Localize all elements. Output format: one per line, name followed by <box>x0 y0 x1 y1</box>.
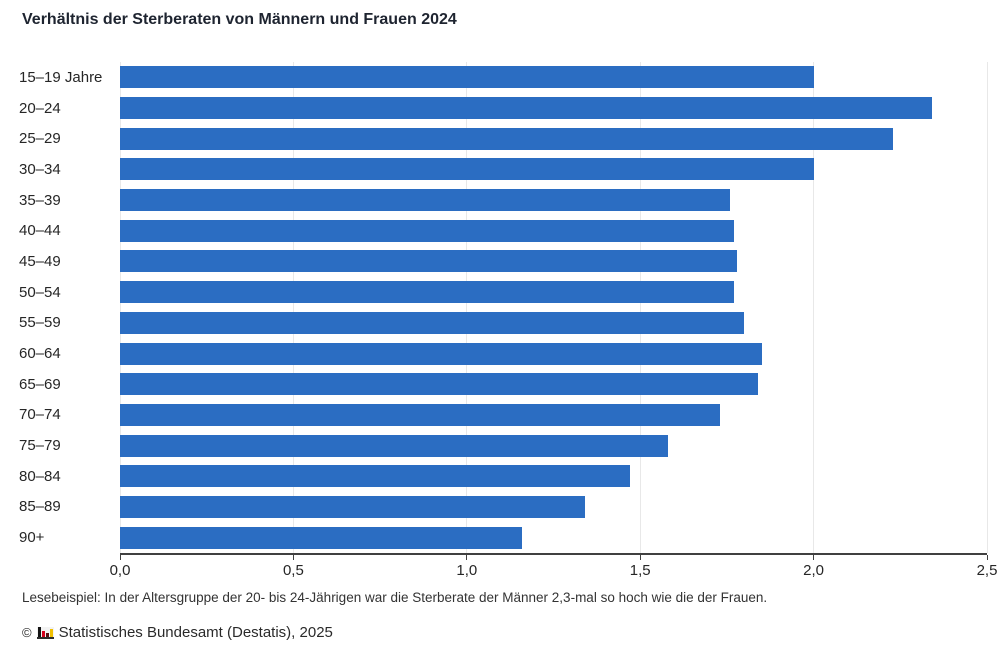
category-label: 20–24 <box>19 99 61 117</box>
gridline <box>119 62 121 553</box>
chart-row: 15–19 Jahre <box>0 62 987 93</box>
chart-row: 70–74 <box>0 400 987 431</box>
source-label: Statistisches Bundesamt (Destatis), 2025 <box>58 624 333 641</box>
chart-row: 75–79 <box>0 430 987 461</box>
category-label: 45–49 <box>19 252 61 270</box>
bar[interactable] <box>120 403 720 426</box>
x-axis-tick <box>986 555 988 560</box>
category-label: 55–59 <box>19 314 61 332</box>
bar-track <box>120 369 987 400</box>
x-axis-line <box>120 553 987 555</box>
bar[interactable] <box>120 250 738 273</box>
chart-row: 25–29 <box>0 123 987 154</box>
gridline <box>813 62 815 553</box>
bar-track <box>120 338 987 369</box>
x-axis-ticks: 0,0 0,5 1,0 1,5 2,0 2,5 <box>110 62 997 579</box>
category-label: 80–84 <box>19 467 61 485</box>
gridline-layer <box>119 62 988 553</box>
bar-track <box>120 430 987 461</box>
category-label: 30–34 <box>19 160 61 178</box>
bar[interactable] <box>120 465 630 488</box>
chart-row: 55–59 <box>0 308 987 339</box>
x-axis-tick <box>813 555 815 560</box>
bar-track <box>120 277 987 308</box>
bar-track <box>120 123 987 154</box>
bar-track <box>120 400 987 431</box>
bar-track <box>120 522 987 553</box>
x-axis-tick-label: 0,0 <box>109 562 131 579</box>
chart-row: 30–34 <box>0 154 987 185</box>
bar-track <box>120 246 987 277</box>
chart-row: 50–54 <box>0 277 987 308</box>
category-label: 65–69 <box>19 375 61 393</box>
category-label: 60–64 <box>19 345 61 363</box>
x-axis-tick <box>466 555 468 560</box>
x-axis-tick-label: 1,0 <box>456 562 478 579</box>
category-label: 25–29 <box>19 130 61 148</box>
bar[interactable] <box>120 219 734 242</box>
bar-track <box>120 154 987 185</box>
bar[interactable] <box>120 495 585 518</box>
x-axis-tick-label: 1,5 <box>629 562 651 579</box>
bar-track <box>120 492 987 523</box>
chart-row: 60–64 <box>0 338 987 369</box>
x-axis-tick-label: 0,5 <box>282 562 304 579</box>
bar[interactable] <box>120 526 523 549</box>
bar-chart: 15–19 Jahre 20–24 25–29 30–34 35–39 40–44 45–4… <box>0 62 997 579</box>
category-label: 40–44 <box>19 222 61 240</box>
category-label: 15–19 Jahre <box>19 68 103 86</box>
chart-row: 65–69 <box>0 369 987 400</box>
x-axis-tick-label: 2,5 <box>976 562 998 579</box>
bar[interactable] <box>120 127 894 150</box>
bar-track <box>120 93 987 124</box>
chart-row: 35–39 <box>0 185 987 216</box>
category-label: 35–39 <box>19 191 61 209</box>
bar-track <box>120 185 987 216</box>
x-axis-tick-label: 2,0 <box>803 562 825 579</box>
gridline <box>292 62 294 553</box>
bar[interactable] <box>120 158 814 181</box>
bar[interactable] <box>120 373 759 396</box>
category-label: 50–54 <box>19 283 61 301</box>
chart-row: 90+ <box>0 522 987 553</box>
source-line: © Statistisches Bundesamt (Destatis), 20… <box>22 624 333 641</box>
category-label: 85–89 <box>19 498 61 516</box>
bar-track <box>120 461 987 492</box>
chart-row: 80–84 <box>0 461 987 492</box>
bar-track <box>120 308 987 339</box>
bar[interactable] <box>120 66 814 89</box>
x-axis-tick <box>639 555 641 560</box>
gridline <box>986 62 988 553</box>
chart-title: Verhältnis der Sterberaten von Männern u… <box>22 11 457 28</box>
category-label: 70–74 <box>19 406 61 424</box>
category-label: 90+ <box>19 529 45 547</box>
gridline <box>466 62 468 553</box>
copyright-symbol: © <box>22 625 32 640</box>
x-axis-tick <box>292 555 294 560</box>
bar[interactable] <box>120 281 734 304</box>
chart-row: 45–49 <box>0 246 987 277</box>
gridline <box>639 62 641 553</box>
chart-row: 20–24 <box>0 93 987 124</box>
chart-rows: 15–19 Jahre 20–24 25–29 30–34 35–39 40–44 45–4… <box>0 62 987 553</box>
bar-track <box>120 62 987 93</box>
footnote-lesebeispiel: Lesebeispiel: In der Altersgruppe der 20… <box>22 590 768 605</box>
bar[interactable] <box>120 311 745 334</box>
bar[interactable] <box>120 189 731 212</box>
destatis-logo-icon <box>36 626 54 639</box>
bar[interactable] <box>120 97 932 120</box>
chart-row: 85–89 <box>0 492 987 523</box>
category-label: 75–79 <box>19 437 61 455</box>
bar[interactable] <box>120 434 668 457</box>
bar-track <box>120 215 987 246</box>
x-axis-tick <box>119 555 121 560</box>
bar[interactable] <box>120 342 762 365</box>
chart-row: 40–44 <box>0 215 987 246</box>
